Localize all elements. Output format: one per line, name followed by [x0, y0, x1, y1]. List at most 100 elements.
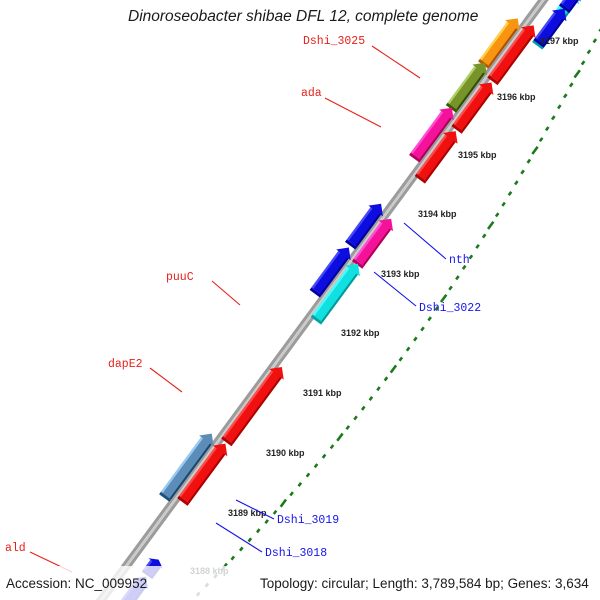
ruler-tick: [494, 212, 500, 218]
ruler-tick: [353, 415, 358, 421]
genome-feature[interactable]: [487, 25, 536, 86]
ruler-tick: [573, 69, 581, 79]
gene-label[interactable]: Dshi_3025: [303, 35, 365, 48]
gene-label-leader-line: [324, 97, 382, 128]
ruler-tick: [586, 49, 592, 55]
feature-body[interactable]: [312, 263, 360, 323]
gene-label[interactable]: ald: [5, 542, 26, 555]
feature-end-cap: [532, 39, 545, 50]
feature-shadow: [569, 0, 579, 11]
axis-tick-label: 3192 kbp: [341, 328, 380, 338]
gene-label-leader-line: [211, 280, 241, 306]
feature-body[interactable]: [222, 367, 284, 444]
gene-label[interactable]: Dshi_3019: [277, 514, 339, 527]
ruler-tick: [434, 306, 439, 312]
feature-group[interactable]: [61, 0, 581, 600]
gene-label-leader-line: [149, 367, 183, 393]
gene-label[interactable]: Dshi_3018: [265, 547, 327, 560]
feature-highlight: [535, 12, 556, 40]
ruler-tick: [468, 254, 474, 260]
gene-label[interactable]: ada: [301, 87, 322, 100]
feature-end-cap: [487, 75, 500, 86]
feature-body[interactable]: [353, 218, 394, 267]
genome-feature[interactable]: [451, 82, 494, 134]
ruler-tick: [439, 293, 448, 303]
ruler-tick: [321, 453, 327, 459]
feature-body[interactable]: [160, 433, 214, 500]
ruler-tick: [568, 82, 574, 88]
ruler-tick: [461, 264, 467, 270]
gene-label-leader-line: [235, 499, 275, 520]
genome-feature[interactable]: [351, 218, 394, 269]
genome-feature[interactable]: [177, 443, 228, 506]
ruler-tick: [230, 555, 236, 561]
genome-feature[interactable]: [445, 62, 487, 113]
gene-label[interactable]: Dshi_3022: [419, 302, 481, 315]
genome-summary-label: Topology: circular; Length: 3,789,584 bp…: [260, 576, 589, 591]
feature-end-cap: [445, 102, 458, 113]
ruler-tick: [398, 356, 404, 362]
feature-body[interactable]: [346, 203, 383, 248]
genome-feature[interactable]: [558, 0, 581, 14]
ruler-tick: [368, 396, 374, 401]
feature-shadow: [488, 28, 518, 67]
ruler-tick: [264, 519, 269, 525]
ruler-tick: [405, 346, 411, 352]
feature-end-cap: [558, 3, 572, 14]
gene-label[interactable]: puuC: [166, 271, 194, 284]
genome-feature[interactable]: [221, 367, 284, 447]
feature-end-cap: [345, 239, 358, 250]
feature-end-cap: [533, 37, 546, 48]
accession-label: Accession: NC_009952: [6, 576, 147, 591]
feature-body[interactable]: [489, 25, 536, 83]
feature-shadow: [543, 18, 565, 46]
feature-body[interactable]: [479, 18, 520, 67]
feature-highlight: [346, 207, 373, 241]
axis-tick-label: 3195 kbp: [458, 150, 497, 160]
genome-feature[interactable]: [533, 8, 567, 48]
ruler-tick: [239, 546, 244, 552]
ruler-tick: [544, 126, 550, 132]
genome-feature[interactable]: [409, 107, 454, 163]
feature-body[interactable]: [179, 443, 228, 504]
feature-highlight: [416, 134, 448, 175]
gene-label[interactable]: nth: [449, 254, 470, 267]
ruler-tick: [501, 201, 506, 207]
leader-line-group: [29, 45, 447, 573]
feature-body[interactable]: [410, 107, 454, 161]
feature-highlight: [311, 250, 341, 289]
axis-tick-label: 3194 kbp: [418, 209, 457, 219]
genome-feature[interactable]: [159, 433, 214, 502]
ruler-tick: [329, 444, 335, 450]
feature-shadow: [320, 257, 349, 296]
feature-body[interactable]: [311, 247, 351, 296]
feature-shadow: [355, 213, 381, 248]
axis-tick-label: 3190 kbp: [266, 448, 305, 458]
axis-tick-label: 3197 kbp: [540, 36, 579, 46]
feature-body[interactable]: [416, 131, 458, 182]
axis-tick-label: 3189 kbp: [228, 508, 267, 518]
ruler-tick: [557, 104, 562, 110]
ruler-tick: [486, 221, 495, 230]
feature-body[interactable]: [447, 62, 487, 111]
ruler-tick: [305, 472, 311, 478]
feature-end-cap: [159, 491, 172, 502]
feature-end-cap: [310, 314, 323, 325]
gene-label-leader-line: [215, 522, 263, 553]
gene-label-leader-line: [403, 222, 447, 260]
ruler-tick: [538, 137, 544, 143]
genome-feature[interactable]: [310, 263, 360, 325]
gene-label[interactable]: dapE2: [108, 358, 143, 371]
feature-body[interactable]: [453, 82, 494, 132]
genome-feature[interactable]: [309, 247, 351, 298]
genome-feature[interactable]: [414, 131, 458, 184]
ruler-tick: [420, 326, 425, 332]
feature-highlight: [160, 437, 204, 494]
feature-body[interactable]: [535, 8, 567, 46]
ruler-tick: [531, 146, 539, 155]
genome-feature[interactable]: [345, 203, 383, 250]
